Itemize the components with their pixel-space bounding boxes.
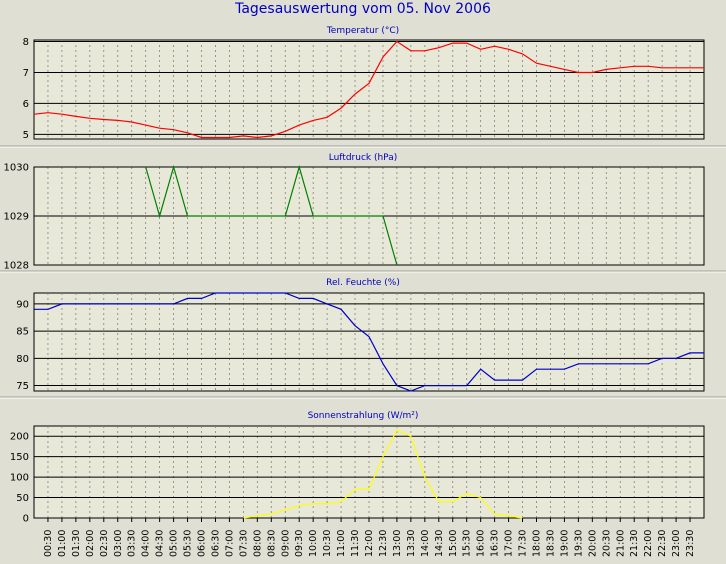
x-tick-label: 13:00: [392, 530, 403, 557]
chart-panel-1: Temperatur (°C) 5 6 7 8: [0, 26, 726, 148]
x-tick-label: 20:30: [601, 530, 612, 557]
x-tick-label: 13:30: [406, 530, 417, 557]
x-tick-label: 14:30: [434, 530, 445, 557]
page-title: Tagesauswertung vom 05. Nov 2006: [235, 1, 491, 17]
series-line: [243, 429, 523, 519]
x-tick-label: 12:00: [364, 530, 375, 557]
y-tick-label: 90: [16, 299, 29, 310]
panel-title: Temperatur (°C): [326, 26, 399, 36]
panel-title: Rel. Feuchte (%): [326, 278, 400, 288]
x-tick-label: 08:30: [266, 530, 277, 557]
panel-title: Luftdruck (hPa): [329, 153, 398, 163]
x-tick-label: 21:30: [629, 530, 640, 557]
x-tick-label: 15:30: [462, 530, 473, 557]
panel-title: Sonnenstrahlung (W/m²): [308, 411, 419, 421]
y-tick-label: 100: [10, 473, 29, 484]
y-tick-label: 1029: [4, 212, 29, 223]
x-tick-label: 09:00: [280, 530, 291, 557]
x-tick-label: 17:30: [518, 530, 529, 557]
x-tick-label: 11:30: [350, 530, 361, 557]
y-tick-label: 200: [10, 432, 29, 443]
x-tick-label: 14:00: [420, 530, 431, 557]
chart-panel-4: Sonnenstrahlung (W/m²) 0 50 100 150 200: [10, 411, 705, 525]
y-tick-label: 50: [16, 493, 29, 504]
x-tick-label: 20:00: [587, 530, 598, 557]
x-tick-label: 18:30: [545, 530, 556, 557]
x-tick-label: 01:30: [71, 530, 82, 557]
y-tick-label: 150: [10, 452, 29, 463]
series-line: [145, 164, 398, 266]
chart-panel-2: Luftdruck (hPa) 1028 1029 1030: [0, 153, 726, 273]
chart-panel-3: Rel. Feuchte (%) 75 80 85 90: [0, 278, 726, 399]
x-tick-label: 21:00: [615, 530, 626, 557]
plot-area: [33, 39, 705, 140]
x-tick-label: 03:00: [113, 530, 124, 557]
x-tick-label: 07:00: [224, 530, 235, 557]
x-tick-label: 06:00: [197, 530, 208, 557]
y-tick-label: 1028: [4, 261, 29, 272]
x-tick-label: 04:30: [155, 530, 166, 557]
x-tick-label: 16:30: [490, 530, 501, 557]
x-tick-label: 01:00: [57, 530, 68, 557]
x-tick-label: 18:00: [532, 530, 543, 557]
y-tick-label: 80: [16, 354, 29, 365]
y-tick-label: 6: [23, 99, 29, 110]
y-tick-label: 5: [23, 130, 29, 141]
x-tick-label: 23:00: [671, 530, 682, 557]
y-tick-label: 1030: [4, 163, 29, 174]
x-tick-label: 02:00: [85, 530, 96, 557]
x-tick-label: 08:00: [252, 530, 263, 557]
y-tick-label: 8: [23, 37, 29, 48]
x-tick-label: 02:30: [99, 530, 110, 557]
x-tick-label: 00:30: [43, 530, 54, 557]
x-tick-label: 10:30: [322, 530, 333, 557]
x-tick-label: 10:00: [308, 530, 319, 557]
series-line: [34, 292, 704, 392]
y-tick-label: 0: [23, 514, 29, 525]
y-tick-label: 7: [23, 68, 29, 79]
x-tick-label: 15:00: [448, 530, 459, 557]
y-tick-label: 75: [16, 381, 29, 392]
x-tick-label: 03:30: [127, 530, 138, 557]
x-tick-label: 23:30: [685, 530, 696, 557]
x-tick-label: 22:00: [643, 530, 654, 557]
x-tick-label: 17:00: [504, 530, 515, 557]
x-tick-label: 19:00: [559, 530, 570, 557]
x-tick-label: 07:30: [238, 530, 249, 557]
x-tick-label: 12:30: [378, 530, 389, 557]
x-tick-label: 19:30: [573, 530, 584, 557]
x-tick-label: 11:00: [336, 530, 347, 557]
y-tick-label: 85: [16, 327, 29, 338]
x-tick-label: 05:30: [183, 530, 194, 557]
series-line: [33, 40, 704, 139]
x-tick-label: 04:00: [141, 530, 152, 557]
x-tick-label: 06:30: [210, 530, 221, 557]
x-tick-label: 09:30: [294, 530, 305, 557]
plot-area: [33, 292, 705, 392]
x-axis: 00:30 01:00 01:30 02:00 02:30 03:00 03:30 04:00…: [43, 518, 696, 557]
x-tick-label: 16:00: [476, 530, 487, 557]
x-tick-label: 05:00: [169, 530, 180, 557]
x-tick-label: 22:30: [657, 530, 668, 557]
